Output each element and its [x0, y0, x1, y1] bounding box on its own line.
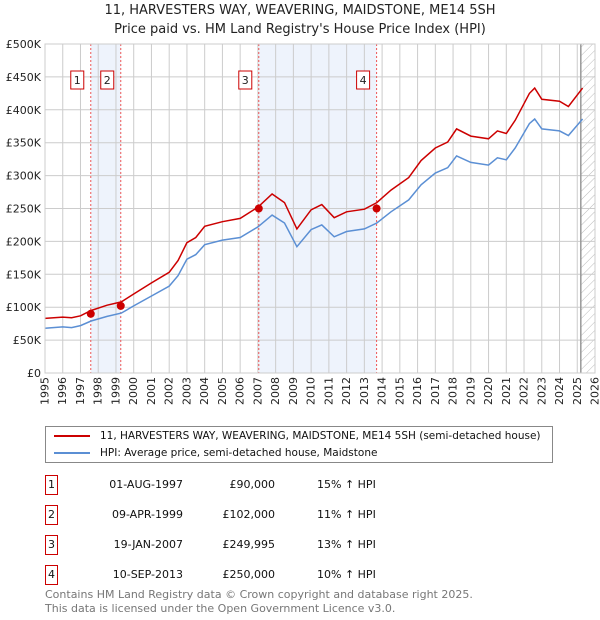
legend-red-swatch — [54, 435, 90, 437]
x-tick-label: 2012 — [340, 377, 353, 405]
chart-subtitle: Price paid vs. HM Land Registry's House … — [114, 22, 486, 37]
x-tick-label: 1999 — [109, 377, 122, 405]
sale-price: £90,000 — [229, 478, 276, 491]
x-tick-label: 2025 — [571, 377, 584, 405]
x-tick-label: 2026 — [589, 377, 600, 405]
series-line — [44, 86, 584, 320]
sale-hpi-change: 10% ↑ HPI — [317, 568, 376, 581]
y-tick-label: £450K — [6, 71, 42, 84]
x-tick-label: 2013 — [358, 377, 371, 405]
x-tick-label: 1998 — [92, 377, 105, 405]
x-tick-label: 2016 — [411, 377, 424, 405]
y-tick-label: £150K — [6, 268, 42, 281]
sale-label: 3 — [242, 74, 249, 87]
sale-label: 4 — [360, 74, 367, 87]
x-tick-label: 2011 — [322, 377, 335, 405]
x-tick-label: 2022 — [518, 377, 531, 405]
legend-red-label: 11, HARVESTERS WAY, WEAVERING, MAIDSTONE… — [100, 430, 541, 442]
sale-number: 1 — [45, 475, 58, 495]
x-tick-label: 2015 — [393, 377, 406, 405]
sale-hpi-change: 13% ↑ HPI — [317, 538, 376, 551]
sale-number: 4 — [45, 565, 58, 585]
x-tick-label: 2023 — [535, 377, 548, 405]
y-tick-label: £50K — [13, 334, 42, 347]
x-tick-label: 2024 — [553, 377, 566, 405]
sale-row: 3 19-JAN-2007 £249,995 13% ↑ HPI — [45, 535, 545, 555]
sale-row: 1 01-AUG-1997 £90,000 15% ↑ HPI — [45, 475, 545, 495]
sale-label-box — [70, 70, 85, 90]
x-tick-label: 2006 — [234, 377, 247, 405]
x-tick-label: 2014 — [376, 377, 389, 405]
x-tick-label: 2000 — [127, 377, 140, 405]
y-tick-label: £250K — [6, 203, 42, 216]
sale-point — [372, 204, 381, 213]
x-tick-label: 1996 — [56, 377, 69, 405]
x-tick-label: 2020 — [482, 377, 495, 405]
sale-price: £250,000 — [222, 568, 276, 581]
sale-hpi-change: 15% ↑ HPI — [317, 478, 376, 491]
x-tick-label: 2007 — [251, 377, 264, 405]
legend-blue-label: HPI: Average price, semi-detached house,… — [100, 447, 378, 459]
sale-hpi-change: 11% ↑ HPI — [317, 508, 376, 521]
chart-title: 11, HARVESTERS WAY, WEAVERING, MAIDSTONE… — [104, 3, 496, 18]
y-tick-label: £500K — [6, 38, 42, 51]
sale-price: £249,995 — [222, 538, 276, 551]
x-tick-label: 2001 — [145, 377, 158, 405]
sale-date: 19-JAN-2007 — [113, 538, 183, 551]
plot-area: 1995 1996 1997 1998 1999 2000 2001 2002 2003 2004… — [6, 38, 600, 405]
x-tick-label: 2009 — [287, 377, 300, 405]
sale-date: 01-AUG-1997 — [109, 478, 183, 491]
legend: 11, HARVESTERS WAY, WEAVERING, MAIDSTONE… — [45, 426, 553, 463]
y-tick-label: £400K — [6, 104, 42, 117]
x-tick-label: 2005 — [216, 377, 229, 405]
legend-blue-swatch — [54, 452, 90, 454]
sale-number: 3 — [45, 535, 58, 555]
sale-point — [254, 204, 263, 213]
x-tick-label: 1995 — [39, 377, 52, 405]
plot-border — [44, 43, 596, 374]
x-tick-label: 2019 — [464, 377, 477, 405]
sale-label: 1 — [74, 74, 81, 87]
footer-line-1: Contains HM Land Registry data © Crown c… — [45, 588, 473, 601]
sale-label-box — [238, 70, 253, 90]
sale-row: 4 10-SEP-2013 £250,000 10% ↑ HPI — [45, 565, 545, 585]
sale-date: 10-SEP-2013 — [112, 568, 183, 581]
y-tick-label: £350K — [6, 137, 42, 150]
sale-label: 2 — [104, 74, 111, 87]
x-tick-label: 2010 — [305, 377, 318, 405]
x-tick-label: 2021 — [500, 377, 513, 405]
series-line — [44, 117, 584, 330]
sale-row: 2 09-APR-1999 £102,000 11% ↑ HPI — [45, 505, 545, 525]
sale-point — [116, 301, 125, 310]
sale-label-box — [100, 70, 115, 90]
sale-number: 2 — [45, 505, 58, 525]
sale-date: 09-APR-1999 — [111, 508, 183, 521]
x-tick-label: 2002 — [163, 377, 176, 405]
x-tick-label: 2004 — [198, 377, 211, 405]
x-tick-label: 2018 — [447, 377, 460, 405]
x-tick-label: 2017 — [429, 377, 442, 405]
y-tick-label: £0 — [27, 367, 41, 380]
footer-line-2: This data is licensed under the Open Gov… — [45, 602, 396, 615]
y-tick-label: £300K — [6, 170, 42, 183]
x-tick-label: 1997 — [74, 377, 87, 405]
y-tick-label: £100K — [6, 301, 42, 314]
sale-price: £102,000 — [222, 508, 276, 521]
x-tick-label: 2008 — [269, 377, 282, 405]
sale-point — [86, 309, 95, 318]
y-tick-label: £200K — [6, 235, 42, 248]
sale-label-box — [356, 70, 371, 90]
x-tick-label: 2003 — [180, 377, 193, 405]
